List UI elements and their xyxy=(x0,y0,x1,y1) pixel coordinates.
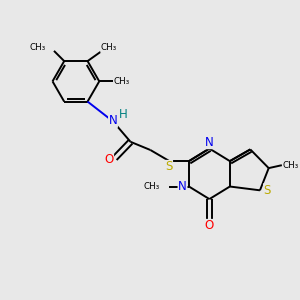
Text: N: N xyxy=(109,114,117,127)
Text: S: S xyxy=(165,160,172,173)
Text: CH₃: CH₃ xyxy=(29,43,46,52)
Text: H: H xyxy=(119,108,128,121)
Text: N: N xyxy=(178,180,187,193)
Text: S: S xyxy=(264,184,271,197)
Text: CH₃: CH₃ xyxy=(143,182,160,191)
Text: N: N xyxy=(205,136,214,148)
Text: CH₃: CH₃ xyxy=(101,44,117,52)
Text: O: O xyxy=(104,153,113,166)
Text: CH₃: CH₃ xyxy=(114,77,130,86)
Text: CH₃: CH₃ xyxy=(283,161,299,170)
Text: O: O xyxy=(205,220,214,232)
